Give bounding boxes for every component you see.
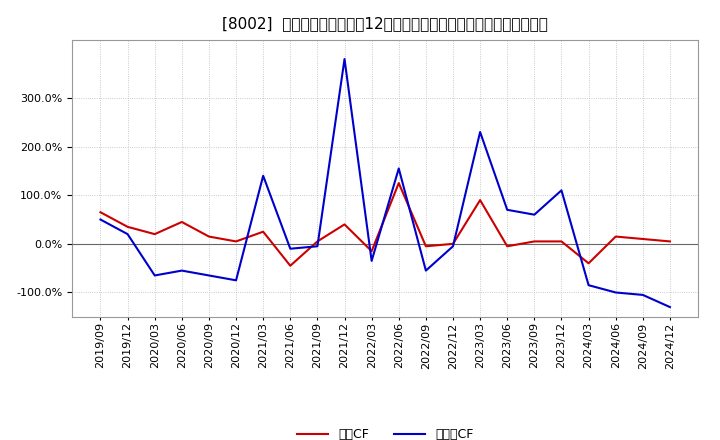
フリーCF <box>584 282 593 288</box>
営業CF <box>341 222 349 227</box>
フリーCF <box>476 129 485 135</box>
フリーCF <box>259 173 268 178</box>
フリーCF <box>150 273 159 278</box>
営業CF <box>530 239 539 244</box>
フリーCF <box>665 304 674 310</box>
フリーCF <box>96 217 105 222</box>
営業CF <box>150 231 159 237</box>
営業CF <box>96 209 105 215</box>
営業CF <box>449 241 457 246</box>
営業CF <box>123 224 132 230</box>
営業CF <box>665 239 674 244</box>
フリーCF <box>367 258 376 264</box>
営業CF <box>204 234 213 239</box>
フリーCF <box>395 166 403 171</box>
フリーCF <box>341 56 349 62</box>
営業CF <box>286 263 294 268</box>
営業CF <box>503 244 511 249</box>
営業CF <box>367 249 376 254</box>
フリーCF <box>123 231 132 237</box>
フリーCF <box>204 273 213 278</box>
フリーCF <box>232 278 240 283</box>
営業CF <box>232 239 240 244</box>
Title: [8002]  キャッシュフローの12か月移動合計の対前年同期増減率の推移: [8002] キャッシュフローの12か月移動合計の対前年同期増減率の推移 <box>222 16 548 32</box>
フリーCF <box>611 290 620 295</box>
フリーCF <box>178 268 186 273</box>
営業CF <box>584 260 593 266</box>
Line: 営業CF: 営業CF <box>101 183 670 266</box>
営業CF <box>557 239 566 244</box>
フリーCF <box>286 246 294 251</box>
Line: フリーCF: フリーCF <box>101 59 670 307</box>
営業CF <box>476 198 485 203</box>
営業CF <box>639 236 647 242</box>
Legend: 営業CF, フリーCF: 営業CF, フリーCF <box>297 429 474 440</box>
フリーCF <box>557 188 566 193</box>
フリーCF <box>421 268 430 273</box>
営業CF <box>421 244 430 249</box>
営業CF <box>178 219 186 224</box>
フリーCF <box>530 212 539 217</box>
営業CF <box>259 229 268 235</box>
フリーCF <box>503 207 511 213</box>
フリーCF <box>313 244 322 249</box>
フリーCF <box>449 244 457 249</box>
営業CF <box>611 234 620 239</box>
営業CF <box>395 180 403 186</box>
営業CF <box>313 239 322 244</box>
フリーCF <box>639 292 647 297</box>
